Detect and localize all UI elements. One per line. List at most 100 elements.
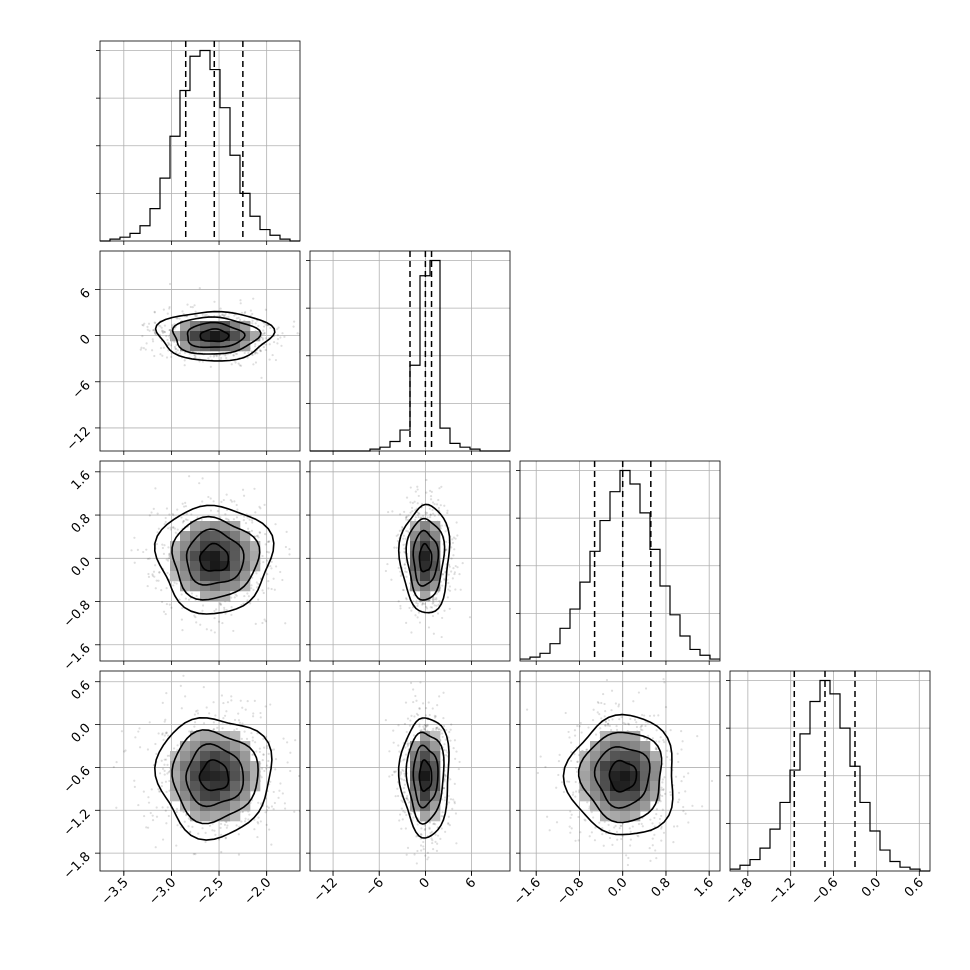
scatter-point	[175, 807, 179, 810]
scatter-point	[262, 753, 265, 756]
scatter-point	[437, 506, 440, 510]
scatter-point	[618, 827, 621, 830]
scatter-point	[435, 592, 438, 595]
scatter-point	[189, 305, 192, 309]
scatter-point	[449, 778, 452, 781]
scatter-point	[250, 731, 253, 735]
scatter-point	[405, 797, 408, 800]
scatter-point	[194, 314, 197, 317]
density-bin	[200, 551, 211, 562]
scatter-point	[596, 700, 599, 704]
scatter-point	[182, 520, 185, 523]
scatter-point	[402, 589, 405, 592]
scatter-point	[587, 726, 590, 729]
scatter-point	[250, 529, 254, 532]
density-bin	[630, 741, 641, 752]
scatter-point	[219, 603, 223, 606]
density-bin	[590, 781, 601, 792]
scatter-point	[411, 510, 414, 513]
scatter-point	[145, 548, 148, 551]
scatter-point	[238, 318, 242, 321]
scatter-point	[201, 500, 204, 503]
scatter-point	[254, 741, 257, 744]
scatter-point	[390, 578, 393, 581]
scatter-point	[220, 694, 224, 697]
scatter-point	[262, 325, 266, 328]
scatter-point	[443, 778, 446, 781]
scatter-point	[584, 819, 587, 822]
scatter-point	[252, 297, 255, 300]
scatter-point	[189, 830, 192, 833]
scatter-point	[441, 616, 444, 620]
scatter-point	[604, 724, 607, 727]
scatter-point	[444, 830, 447, 833]
scatter-point	[425, 491, 428, 494]
contour-level-1	[593, 746, 651, 809]
scatter-point	[219, 516, 222, 519]
scatter-point	[621, 835, 624, 838]
scatter-point	[259, 716, 262, 719]
scatter-point	[445, 749, 448, 752]
scatter-point	[447, 821, 450, 825]
scatter-point	[574, 780, 577, 784]
scatter-point	[414, 508, 417, 512]
scatter-point	[217, 620, 221, 623]
scatter-point	[433, 514, 436, 517]
density-bin	[650, 771, 661, 782]
scatter-point	[264, 620, 267, 623]
scatter-point	[525, 708, 529, 711]
scatter-point	[146, 748, 150, 751]
scatter-point	[441, 735, 444, 739]
scatter-point	[224, 517, 228, 520]
scatter-point	[175, 582, 178, 585]
scatter-point	[256, 820, 259, 824]
scatter-point	[133, 779, 136, 782]
scatter-point	[655, 813, 658, 816]
scatter-point	[410, 714, 413, 717]
scatter-point	[413, 853, 416, 856]
scatter-point	[450, 557, 453, 560]
scatter-point	[414, 518, 417, 522]
scatter-point	[576, 760, 579, 764]
scatter-point	[183, 820, 186, 823]
scatter-point	[404, 753, 408, 756]
scatter-point	[153, 310, 156, 313]
scatter-point	[181, 521, 185, 524]
scatter-point	[411, 606, 415, 609]
scatter-point	[632, 700, 635, 703]
scatter-point	[263, 332, 266, 335]
scatter-point	[260, 376, 263, 379]
scatter-point	[244, 522, 248, 525]
scatter-point	[242, 602, 245, 605]
density-bin	[210, 731, 221, 742]
scatter-point	[405, 730, 408, 734]
scatter-point	[184, 695, 187, 698]
scatter-point	[236, 508, 239, 511]
scatter-point	[267, 540, 270, 543]
scatter-point	[234, 361, 237, 364]
scatter-point	[220, 850, 223, 854]
scatter-point	[555, 786, 558, 789]
density-bin	[190, 541, 201, 552]
scatter-point	[640, 822, 643, 826]
scatter-point	[253, 818, 256, 821]
scatter-point	[433, 598, 436, 601]
scatter-point	[418, 725, 421, 728]
scatter-point	[185, 814, 188, 817]
scatter-point	[112, 765, 115, 769]
scatter-point	[411, 501, 414, 505]
density-bin	[200, 811, 211, 822]
scatter-point	[672, 841, 675, 844]
density-bin	[240, 771, 251, 782]
scatter-point	[203, 314, 207, 317]
density-bin	[210, 321, 221, 332]
scatter-point	[409, 501, 412, 504]
scatter-point	[153, 321, 156, 324]
scatter-point	[263, 769, 266, 773]
scatter-point	[201, 360, 205, 363]
scatter-point	[384, 569, 388, 573]
scatter-point	[643, 714, 646, 717]
scatter-point	[184, 501, 187, 504]
scatter-point	[424, 723, 427, 727]
density-bin	[250, 541, 261, 552]
